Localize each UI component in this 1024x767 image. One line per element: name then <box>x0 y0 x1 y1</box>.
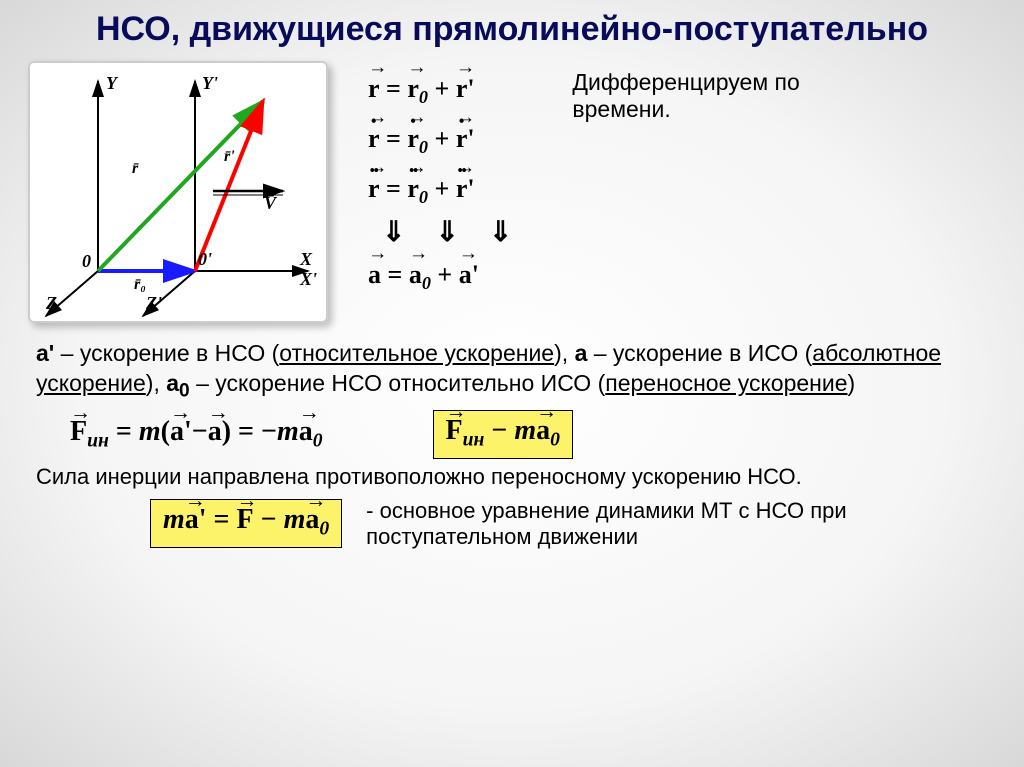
main-dynamics-equation: ma' = F − ma0 <box>150 499 342 548</box>
inertia-force-formula: Fин = m(a'−a) = −ma0 <box>70 416 323 453</box>
svg-text:X': X' <box>299 269 317 289</box>
differentiate-note: Дифференцируем по времени. <box>572 65 832 323</box>
svg-text:r̄: r̄ <box>132 160 139 177</box>
inertia-force-boxed: Fин − ma0 <box>433 410 573 459</box>
svg-text:Z: Z <box>45 293 57 313</box>
down-arrows: ⇓⇓⇓ <box>368 215 542 251</box>
svg-text:Z': Z' <box>145 293 162 313</box>
kinematic-equations: r = r0 + r' r = r0 + r' r = r0 + r' ⇓⇓⇓ … <box>368 65 542 323</box>
main-equation-row: ma' = F − ma0 - основное уравнение динам… <box>0 498 1024 550</box>
top-row: Y Y' X' X Z Z' 0 0' r̄ r̄' r̄₀ V̄ r = r0… <box>0 61 1024 323</box>
svg-text:Y': Y' <box>202 73 218 93</box>
svg-text:Y: Y <box>106 73 119 93</box>
svg-text:r̄₀: r̄₀ <box>134 276 146 293</box>
svg-text:V̄: V̄ <box>264 193 278 213</box>
acceleration-definitions: a' – ускорение в НСО (относительное уско… <box>0 323 1024 410</box>
inertia-force-row: Fин = m(a'−a) = −ma0 Fин − ma0 <box>0 410 1024 463</box>
main-equation-description: - основное уравнение динамики МТ с НСО п… <box>366 498 926 550</box>
svg-text:0: 0 <box>82 251 91 271</box>
slide-title: НСО, движущиеся прямолинейно-поступатель… <box>0 0 1024 61</box>
inertia-direction-text: Сила инерции направлена противоположно п… <box>0 463 1024 498</box>
reference-frame-diagram: Y Y' X' X Z Z' 0 0' r̄ r̄' r̄₀ V̄ <box>28 61 328 323</box>
svg-text:0': 0' <box>198 249 212 269</box>
equation-column: r = r0 + r' r = r0 + r' r = r0 + r' ⇓⇓⇓ … <box>348 61 996 323</box>
svg-text:X: X <box>299 249 313 269</box>
svg-text:r̄': r̄' <box>224 148 235 165</box>
